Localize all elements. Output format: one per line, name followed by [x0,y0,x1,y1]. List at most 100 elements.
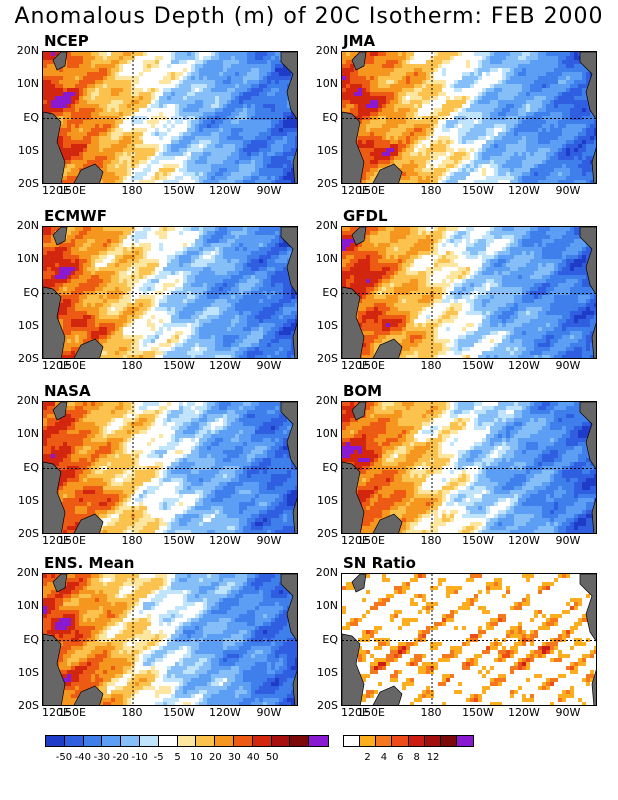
x-tick-label: 180 [420,706,442,719]
heatmap-field [342,574,596,705]
y-tick-label: 10N [315,599,338,613]
land-mass [591,497,596,533]
panel-title: ENS. Mean [44,554,135,572]
map-panel [341,573,597,706]
y-tick-label: EQ [322,460,338,474]
colorbar-label: 4 [380,752,388,763]
x-tick-label: 180 [121,359,143,372]
x-tick-label: 120W [508,706,540,719]
land-mass [342,286,365,358]
land-mass [43,633,66,705]
land-mass [43,286,66,358]
x-tick-label: 150E [357,359,385,372]
land-mass [280,227,297,295]
colorbar-swatch [233,736,253,746]
colorbar-label: 5 [174,752,181,763]
land-mass [342,633,365,705]
map-panel [42,573,298,706]
panel-title: NCEP [44,32,89,50]
land-mass [73,685,104,705]
land-mass [372,338,403,358]
panel-title: SN Ratio [343,554,416,572]
x-tick-label: 120E [42,184,70,197]
y-tick-label: 10S [317,493,338,507]
y-tick-label: 20N [16,219,39,232]
x-tick-label: 120W [508,359,540,372]
land-mass [292,147,297,183]
land-mass [52,402,68,421]
x-tick-label: 90W [256,534,282,547]
heatmap-field [342,227,596,358]
colorbar-label: -5 [153,752,164,763]
x-tick-label: 150W [462,184,494,197]
land-mass [372,685,403,705]
y-tick-label: EQ [23,632,39,646]
x-tick-label: 90W [256,706,282,719]
colorbar-swatch [290,736,310,746]
y-tick-label: 20S [317,699,338,712]
y-tick-label: 20N [16,566,39,579]
y-tick-label: 10S [18,493,39,507]
land-mass [579,227,596,295]
y-tick-label: 20N [315,394,338,407]
land-mass [579,574,596,642]
land-mass [351,574,367,593]
map-panel [341,51,597,184]
colorbar-swatch [360,736,377,746]
colorbar-label: -20 [112,752,129,763]
x-tick-label: 90W [256,359,282,372]
x-tick-label: 120E [341,359,369,372]
colorbar-label: -30 [93,752,110,763]
x-tick-label: 120W [508,184,540,197]
y-tick-label: 20N [16,394,39,407]
map-panel [42,51,298,184]
colorbar-label: 40 [246,752,260,763]
colorbar-swatch [158,736,178,746]
x-tick-label: 150W [163,706,195,719]
x-tick-label: 90W [555,184,581,197]
x-tick-label: 150W [462,534,494,547]
colorbar-label: 10 [190,752,203,763]
x-tick-label: 120E [341,534,369,547]
colorbar-swatch [440,736,457,746]
land-mass [43,461,66,533]
y-tick-label: 10N [315,77,338,91]
x-tick-label: 150E [58,706,86,719]
colorbar-swatch [392,736,409,746]
colorbar-swatch [424,736,441,746]
colorbar-label: 2 [364,752,371,763]
y-tick-label: 10N [16,77,39,91]
land-mass [52,227,68,246]
y-tick-label: EQ [322,110,338,124]
x-tick-label: 90W [256,184,282,197]
land-mass [351,227,367,246]
x-tick-label: 150E [58,359,86,372]
land-mass [280,402,297,470]
panel-title: NASA [44,382,91,400]
heatmap-field [43,574,297,705]
land-mass [579,52,596,120]
land-mass [43,111,66,183]
land-mass [591,669,596,705]
y-tick-label: 10S [317,143,338,157]
panel-title: GFDL [343,207,388,225]
land-mass [342,111,365,183]
y-tick-label: 20N [315,44,338,57]
land-mass [52,574,68,593]
land-mass [372,163,403,183]
x-tick-label: 180 [420,534,442,547]
x-tick-label: 120W [209,184,241,197]
x-tick-label: 150W [462,706,494,719]
land-mass [342,461,365,533]
panel-title: JMA [343,32,376,50]
colorbar-label: 8 [413,752,420,763]
x-tick-label: 150W [163,184,195,197]
x-tick-label: 180 [420,184,442,197]
land-mass [591,147,596,183]
heatmap-field [43,402,297,533]
y-tick-label: 20N [315,219,338,232]
sn-colorbar [343,735,474,747]
y-tick-label: 10S [317,318,338,332]
x-tick-label: 150W [163,359,195,372]
x-tick-label: 150W [163,534,195,547]
